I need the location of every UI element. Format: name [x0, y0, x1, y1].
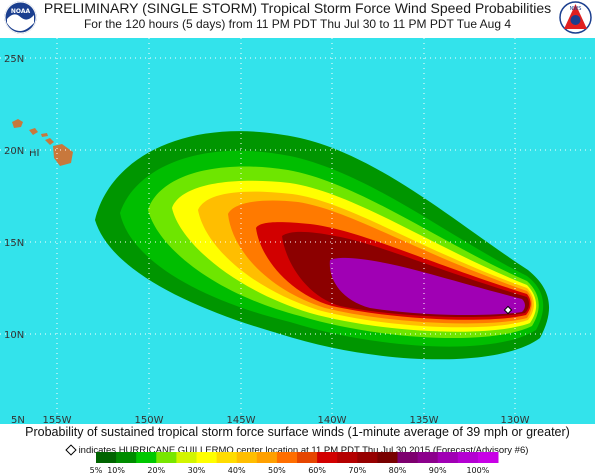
legend-swatch-1: [116, 452, 137, 463]
legend-swatch-7: [236, 452, 258, 463]
island-kauai: [12, 119, 23, 128]
legend-swatch-4: [176, 452, 197, 463]
legend-label-5: 30%: [188, 466, 206, 475]
legend-swatch-9: [276, 452, 298, 463]
legend-swatch-14: [377, 452, 398, 463]
legend-swatch-6: [216, 452, 238, 463]
legend-label-0: 5%: [90, 466, 103, 475]
swath-90pct: [329, 257, 525, 316]
island-molokai: [41, 133, 48, 137]
legend-swatch-10: [297, 452, 318, 463]
legend-swatch-5: [196, 452, 218, 463]
legend-label-1: 10%: [107, 466, 125, 475]
place-label-hi: HI: [29, 148, 39, 159]
legend-swatch-2: [136, 452, 157, 463]
probability-swath: [95, 131, 550, 360]
page-subtitle: For the 120 hours (5 days) from 11 PM PD…: [83, 17, 512, 31]
lat-label-20n: 20N: [4, 146, 24, 157]
probability-map: HI 25N 20N 15N 10N 5N 155W 150W 145W 140…: [0, 38, 595, 424]
lon-label-155w: 155W: [43, 415, 72, 424]
lon-label-140w: 140W: [318, 415, 347, 424]
storm-center-legend: indicates HURRICANE GUILLERMO center loc…: [0, 444, 595, 457]
lat-label-5n: 5N: [11, 415, 25, 424]
lat-label-10n: 10N: [4, 330, 24, 341]
legend-label-17: 90%: [429, 466, 447, 475]
lon-label-135w: 135W: [410, 415, 439, 424]
legend-swatch-11: [317, 452, 338, 463]
page-title: PRELIMINARY (SINGLE STORM) Tropical Stor…: [43, 0, 552, 16]
probability-legend: 5% 10% 20% 30% 40% 50% 60% 70% 80% 90% 100%: [90, 452, 499, 475]
legend-swatch-17: [437, 452, 459, 463]
legend-label-15: 80%: [389, 466, 407, 475]
legend-swatch-16: [417, 452, 439, 463]
legend-swatch-13: [357, 452, 378, 463]
latitude-labels: 25N 20N 15N 10N 5N: [4, 54, 25, 424]
legend-swatch-12: [337, 452, 358, 463]
nws-logo: NWS: [559, 1, 592, 34]
legend-swatch-15: [397, 452, 419, 463]
noaa-logo: NOAA: [4, 1, 37, 34]
grid: [0, 38, 595, 424]
storm-center-legend-text: indicates HURRICANE GUILLERMO center loc…: [78, 445, 529, 456]
legend-label-3: 20%: [147, 466, 165, 475]
legend-label-11: 60%: [308, 466, 326, 475]
legend-label-7: 40%: [228, 466, 246, 475]
lon-label-145w: 145W: [227, 415, 256, 424]
island-hawaii: [53, 144, 73, 166]
noaa-logo-text: NOAA: [11, 8, 31, 15]
lon-label-130w: 130W: [501, 415, 530, 424]
lon-label-150w: 150W: [135, 415, 164, 424]
legend-swatch-19: [477, 452, 499, 463]
legend-swatch-18: [457, 452, 479, 463]
legend-label-13: 70%: [348, 466, 366, 475]
legend-swatch-8: [256, 452, 278, 463]
storm-center-marker: [503, 305, 513, 315]
legend-label-19: 100%: [466, 466, 489, 475]
header: PRELIMINARY (SINGLE STORM) Tropical Stor…: [40, 0, 555, 31]
legend-swatch-0: [96, 452, 117, 463]
longitude-labels: 155W 150W 145W 140W 135W 130W: [43, 415, 530, 424]
island-oahu: [29, 128, 38, 135]
nws-logo-text: NWS: [570, 6, 582, 12]
legend-swatch-3: [156, 452, 177, 463]
island-maui: [45, 138, 54, 145]
hawaiian-islands: HI: [12, 119, 73, 166]
legend-label-9: 50%: [268, 466, 286, 475]
map-description: Probability of sustained tropical storm …: [25, 425, 570, 439]
lat-label-15n: 15N: [4, 238, 24, 249]
lat-label-25n: 25N: [4, 54, 24, 65]
